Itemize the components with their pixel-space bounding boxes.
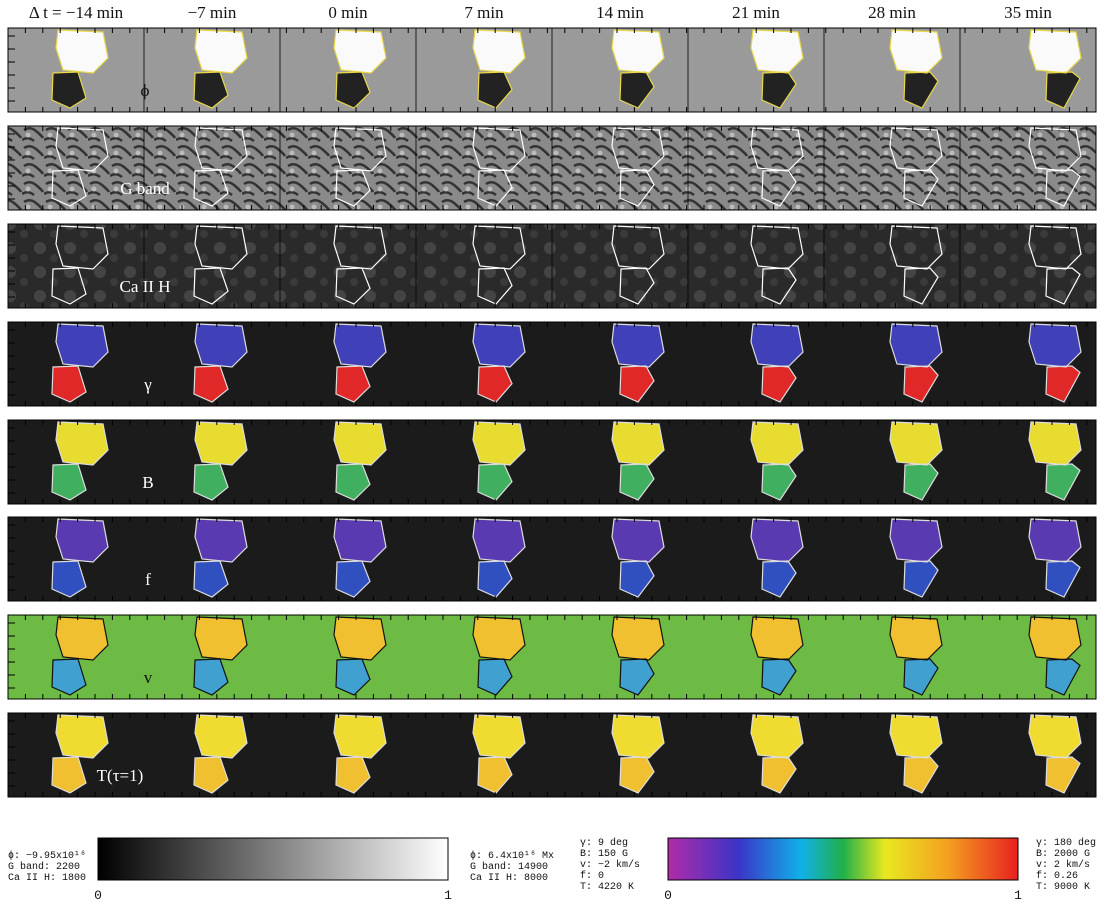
colorbar-text: f: 0 bbox=[580, 870, 604, 882]
time-label: 7 min bbox=[464, 3, 504, 22]
colorbar-text: γ: 180 deg bbox=[1036, 837, 1096, 849]
row-label: Ca II H bbox=[120, 277, 171, 296]
row-label: ϕ bbox=[141, 81, 150, 100]
row-label: G band bbox=[120, 179, 170, 198]
colorbar-text: B: 150 G bbox=[580, 849, 628, 860]
figure: Δ t = −14 min −7 min 0 min 7 min 14 min 21 mi… bbox=[0, 0, 1104, 905]
colorbar-rainbow bbox=[668, 838, 1018, 880]
row-label: γ bbox=[143, 375, 152, 394]
colorbar-text: Ca II H: 8000 bbox=[470, 873, 548, 884]
time-label: 28 min bbox=[868, 3, 916, 22]
row-label: v bbox=[144, 668, 153, 687]
colorbar-text: γ: 9 deg bbox=[580, 837, 628, 849]
colorbar-text: T: 9000 K bbox=[1036, 882, 1090, 893]
row-label: B bbox=[142, 473, 153, 492]
colorbar-max: 1 bbox=[1014, 888, 1022, 903]
colorbar-text: ϕ: −9.95x10¹⁶ bbox=[8, 850, 86, 862]
time-label: 14 min bbox=[596, 3, 644, 22]
colorbar-text: T: 4220 K bbox=[580, 882, 634, 893]
colorbar-text: B: 2000 G bbox=[1036, 849, 1090, 860]
row-label: f bbox=[145, 570, 151, 589]
time-label: 0 min bbox=[328, 3, 368, 22]
colorbar-max: 1 bbox=[444, 888, 452, 903]
colorbar-text: G band: 14900 bbox=[470, 861, 548, 873]
colorbar-text: ϕ: 6.4x10¹⁶ Mx bbox=[470, 850, 554, 862]
colorbar-text: G band: 2200 bbox=[8, 861, 80, 873]
time-label: 35 min bbox=[1004, 3, 1052, 22]
colorbar-gray bbox=[98, 838, 448, 880]
colorbar-text: v: −2 km/s bbox=[580, 859, 640, 871]
time-label: −7 min bbox=[188, 3, 237, 22]
row-label: T(τ=1) bbox=[97, 766, 144, 785]
colorbar-text: Ca II H: 1800 bbox=[8, 873, 86, 884]
time-label: Δ t = −14 min bbox=[29, 3, 124, 22]
colorbar-min: 0 bbox=[94, 888, 102, 903]
colorbar-text: f: 0.26 bbox=[1036, 870, 1078, 882]
colorbar-text: v: 2 km/s bbox=[1036, 859, 1090, 871]
time-label: 21 min bbox=[732, 3, 780, 22]
colorbar-min: 0 bbox=[664, 888, 672, 903]
